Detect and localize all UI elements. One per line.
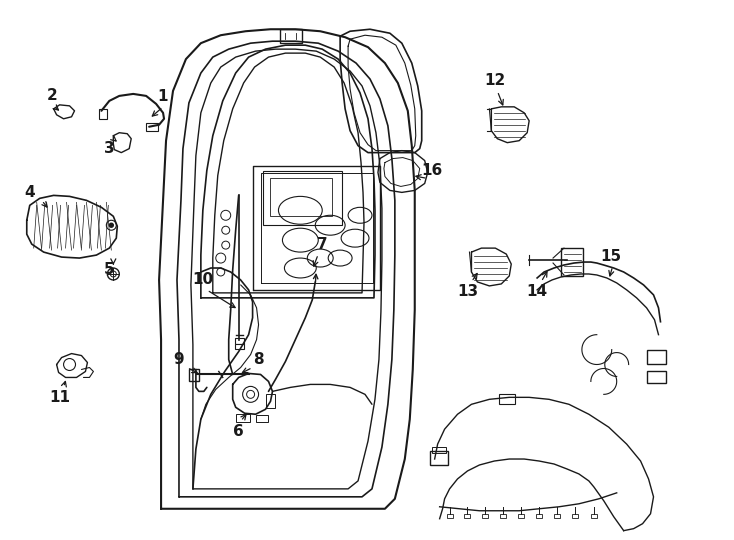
Bar	[263, 171, 342, 225]
Bar	[536, 514, 542, 518]
Bar	[255, 415, 267, 422]
Bar	[266, 394, 275, 408]
Text: 10: 10	[192, 273, 214, 287]
Bar	[647, 372, 666, 383]
Bar	[189, 369, 199, 381]
Circle shape	[109, 223, 113, 227]
Bar	[146, 123, 158, 131]
Bar	[235, 343, 244, 349]
Bar	[518, 514, 524, 518]
Text: 6: 6	[233, 424, 244, 438]
Bar	[499, 394, 515, 404]
Bar	[235, 338, 244, 343]
Text: 15: 15	[600, 248, 621, 264]
Text: 13: 13	[457, 285, 478, 299]
Bar	[572, 514, 578, 518]
Text: 12: 12	[484, 73, 506, 89]
Bar	[465, 514, 470, 518]
Text: 11: 11	[49, 390, 70, 405]
Bar	[561, 248, 583, 276]
Bar	[482, 514, 488, 518]
Text: 8: 8	[253, 352, 264, 367]
Bar	[501, 514, 506, 518]
Text: 5: 5	[104, 262, 115, 278]
Text: 9: 9	[174, 352, 184, 367]
Text: 1: 1	[158, 90, 168, 104]
Text: 4: 4	[24, 185, 35, 200]
Text: 14: 14	[526, 285, 548, 299]
Text: 7: 7	[317, 237, 327, 252]
Bar	[271, 179, 333, 217]
Text: 2: 2	[46, 89, 57, 103]
Bar	[647, 349, 666, 363]
Bar	[446, 514, 453, 518]
Bar	[432, 447, 446, 453]
Text: 3: 3	[104, 141, 115, 156]
Text: 16: 16	[421, 163, 443, 178]
Bar	[591, 514, 597, 518]
Bar	[429, 451, 448, 465]
Bar	[99, 109, 107, 119]
Bar	[280, 29, 302, 43]
Bar	[236, 414, 250, 422]
Bar	[554, 514, 560, 518]
